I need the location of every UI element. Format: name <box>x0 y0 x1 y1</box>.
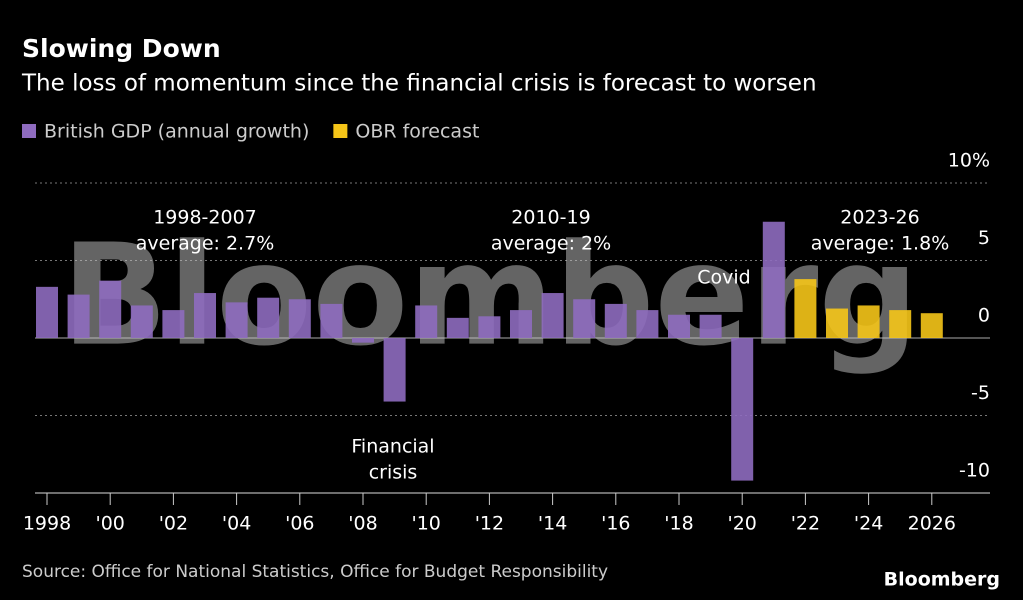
x-tick-label: '02 <box>159 513 188 535</box>
bar <box>668 314 690 338</box>
legend-label: OBR forecast <box>355 121 479 143</box>
annotation: average: 2.7% <box>136 233 275 255</box>
bar <box>920 313 943 338</box>
bar <box>257 297 280 338</box>
bar <box>573 299 596 338</box>
x-tick-label: '22 <box>791 513 820 535</box>
x-tick-label: 1998 <box>23 513 71 535</box>
annotation: average: 1.8% <box>811 233 950 255</box>
bar <box>36 286 58 338</box>
y-tick-label: 5 <box>978 227 990 249</box>
y-tick-label: 0 <box>978 305 990 327</box>
legend-label: British GDP (annual growth) <box>44 121 309 143</box>
annotation: Financial <box>351 436 434 458</box>
bar <box>415 305 438 338</box>
annotation: crisis <box>369 462 418 484</box>
bar <box>510 310 532 338</box>
bar <box>636 310 659 338</box>
x-tick-label: '04 <box>222 513 251 535</box>
chart-subtitle: The loss of momentum since the financial… <box>21 71 817 97</box>
x-tick-label: 2026 <box>908 513 956 535</box>
annotation: 1998-2007 <box>153 207 257 229</box>
x-tick-label: '18 <box>664 513 693 535</box>
source: Source: Office for National Statistics, … <box>22 562 608 582</box>
bar <box>162 310 185 338</box>
bar <box>67 294 90 338</box>
y-tick-label: 10% <box>948 150 990 172</box>
bar <box>889 310 912 338</box>
bar <box>826 308 848 338</box>
y-tick-label: -10 <box>959 460 990 482</box>
bar <box>194 293 216 338</box>
logo: Bloomberg <box>884 569 1000 591</box>
bar <box>762 221 785 338</box>
bar <box>699 314 722 338</box>
y-tick-label: -5 <box>971 382 990 404</box>
annotation: 2023-26 <box>840 207 919 229</box>
x-tick-label: '14 <box>538 513 567 535</box>
bar <box>446 317 469 338</box>
bar <box>794 279 817 338</box>
legend-swatch <box>22 124 36 138</box>
bar <box>352 338 374 343</box>
chart-title: Slowing Down <box>22 34 221 63</box>
bar <box>478 316 501 338</box>
x-tick-label: '10 <box>411 513 440 535</box>
x-tick-label: '00 <box>95 513 124 535</box>
bar <box>99 280 122 338</box>
x-tick-label: '16 <box>601 513 630 535</box>
annotation: Covid <box>697 267 750 289</box>
bar <box>320 303 343 338</box>
bar <box>130 305 153 338</box>
bar <box>731 338 754 481</box>
x-tick-label: '06 <box>285 513 314 535</box>
legend-swatch <box>333 124 348 138</box>
annotation: 2010-19 <box>511 207 590 229</box>
bar <box>383 338 406 402</box>
bar <box>604 303 627 338</box>
x-tick-label: '24 <box>854 513 883 535</box>
annotation: average: 2% <box>491 233 611 255</box>
bar <box>288 299 311 338</box>
x-tick-label: '08 <box>348 513 377 535</box>
bar <box>857 305 880 338</box>
x-tick-label: '12 <box>475 513 504 535</box>
bar <box>541 293 564 338</box>
bar <box>225 302 248 338</box>
x-tick-label: '20 <box>727 513 756 535</box>
